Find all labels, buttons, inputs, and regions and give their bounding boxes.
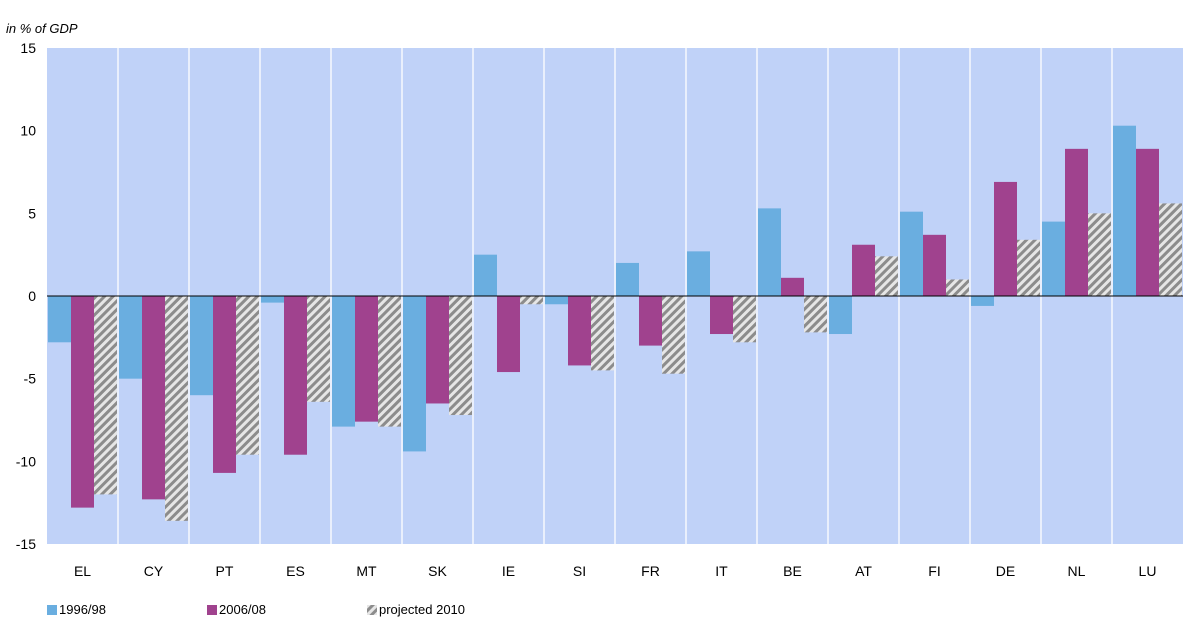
bar-fi-series-1 [900, 211, 923, 296]
x-tick-label-fi: FI [928, 563, 940, 579]
y-tick-label: 15 [20, 40, 36, 56]
bar-it-series-3 [733, 296, 756, 343]
bar-fi-series-3 [946, 279, 969, 296]
bar-ie-series-3 [520, 296, 543, 305]
x-tick-label-si: SI [573, 563, 586, 579]
y-tick-label: -15 [16, 536, 36, 552]
unit-label: in % of GDP [6, 21, 78, 36]
bar-pt-series-2 [213, 296, 236, 473]
bar-es-series-2 [284, 296, 307, 455]
x-tick-label-lu: LU [1139, 563, 1157, 579]
bar-it-series-1 [687, 251, 710, 296]
bar-sk-series-3 [449, 296, 472, 416]
bar-el-series-1 [48, 296, 71, 343]
bar-mt-series-1 [332, 296, 355, 427]
bar-fr-series-2 [639, 296, 662, 346]
bar-be-series-1 [758, 208, 781, 296]
bar-lu-series-2 [1136, 148, 1159, 296]
x-tick-label-mt: MT [356, 563, 377, 579]
legend-label-series-2: 2006/08 [219, 602, 266, 617]
bar-de-series-1 [971, 296, 994, 306]
bar-pt-series-1 [190, 296, 213, 396]
bar-es-series-3 [307, 296, 330, 402]
x-tick-label-sk: SK [428, 563, 447, 579]
y-tick-label: 10 [20, 123, 36, 139]
legend-label-series-3: projected 2010 [379, 602, 465, 617]
bar-mt-series-3 [378, 296, 401, 427]
legend-swatch-series-2 [207, 605, 217, 615]
bar-at-series-2 [852, 244, 875, 296]
bar-de-series-3 [1017, 239, 1040, 296]
x-tick-label-be: BE [783, 563, 802, 579]
bar-nl-series-1 [1042, 221, 1065, 296]
bar-es-series-1 [261, 296, 284, 303]
x-tick-label-fr: FR [641, 563, 660, 579]
bar-cy-series-3 [165, 296, 188, 521]
bars [48, 125, 1182, 521]
x-tick-label-nl: NL [1068, 563, 1086, 579]
bar-be-series-3 [804, 296, 827, 333]
x-tick-label-de: DE [996, 563, 1015, 579]
bar-fi-series-2 [923, 234, 946, 296]
bar-fr-series-3 [662, 296, 685, 374]
bar-be-series-2 [781, 277, 804, 296]
bar-at-series-1 [829, 296, 852, 335]
bar-sk-series-1 [403, 296, 426, 452]
x-axis-ticks: EL CY PT ES MT SK IE SI FR IT BE AT FI DE NL LU [74, 563, 1157, 579]
legend: 1996/98 2006/08 projected 2010 [47, 602, 465, 617]
bar-si-series-1 [545, 296, 568, 305]
bar-ie-series-1 [474, 254, 497, 296]
bar-at-series-3 [875, 256, 898, 296]
bar-sk-series-2 [426, 296, 449, 404]
bar-cy-series-1 [119, 296, 142, 379]
x-tick-label-cy: CY [144, 563, 164, 579]
bar-de-series-2 [994, 181, 1017, 296]
x-tick-label-es: ES [286, 563, 305, 579]
bar-si-series-2 [568, 296, 591, 366]
x-tick-label-it: IT [715, 563, 728, 579]
bar-lu-series-3 [1159, 203, 1182, 296]
bar-mt-series-2 [355, 296, 378, 422]
bar-it-series-2 [710, 296, 733, 335]
y-axis-ticks: 15 10 5 0 -5 -10 -15 [16, 40, 36, 552]
x-tick-label-at: AT [855, 563, 872, 579]
legend-swatch-series-1 [47, 605, 57, 615]
bar-el-series-3 [94, 296, 117, 495]
x-tick-label-ie: IE [502, 563, 515, 579]
bar-si-series-3 [591, 296, 614, 371]
bar-pt-series-3 [236, 296, 259, 455]
bar-nl-series-3 [1088, 213, 1111, 296]
legend-swatch-series-3 [367, 605, 377, 615]
bar-nl-series-2 [1065, 148, 1088, 296]
x-tick-label-pt: PT [216, 563, 234, 579]
bar-fr-series-1 [616, 262, 639, 296]
legend-label-series-1: 1996/98 [59, 602, 106, 617]
x-tick-label-el: EL [74, 563, 91, 579]
bar-el-series-2 [71, 296, 94, 508]
bar-lu-series-1 [1113, 125, 1136, 296]
bar-cy-series-2 [142, 296, 165, 500]
y-tick-label: 5 [28, 205, 36, 221]
y-tick-label: 0 [28, 288, 36, 304]
y-tick-label: -10 [16, 453, 36, 469]
bar-ie-series-2 [497, 296, 520, 373]
y-tick-label: -5 [24, 371, 37, 387]
